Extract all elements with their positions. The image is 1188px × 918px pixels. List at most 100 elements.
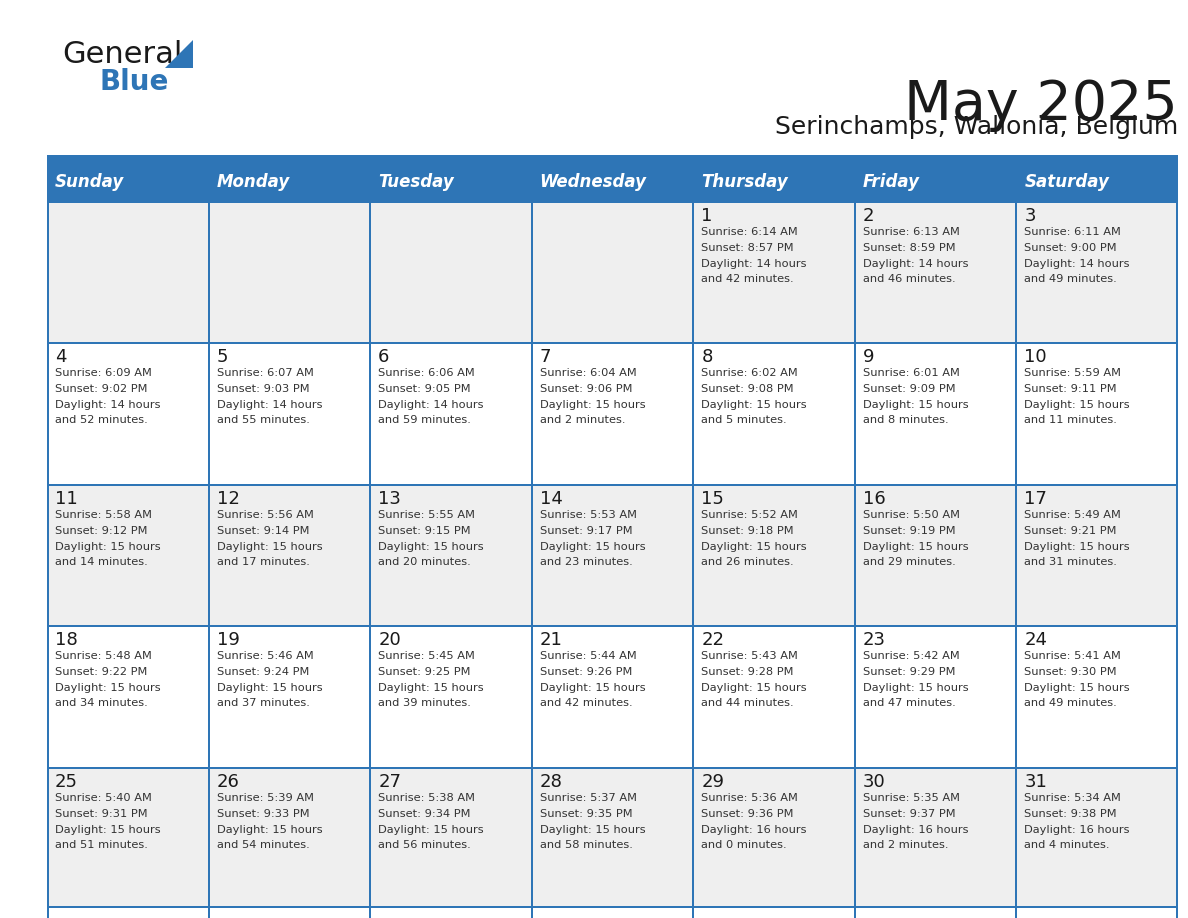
Text: 12: 12 xyxy=(216,490,240,508)
Bar xyxy=(48,163,49,918)
Text: Sunset: 9:17 PM: Sunset: 9:17 PM xyxy=(539,526,632,536)
Text: Sunset: 8:57 PM: Sunset: 8:57 PM xyxy=(701,243,794,253)
Text: Thursday: Thursday xyxy=(701,173,788,191)
Text: 3: 3 xyxy=(1024,207,1036,225)
Text: Daylight: 15 hours: Daylight: 15 hours xyxy=(862,542,968,552)
Text: Blue: Blue xyxy=(100,68,170,96)
Text: 24: 24 xyxy=(1024,632,1048,649)
Text: and 37 minutes.: and 37 minutes. xyxy=(216,699,309,708)
Text: 4: 4 xyxy=(55,349,67,366)
Text: Sunset: 9:26 PM: Sunset: 9:26 PM xyxy=(539,667,632,677)
Text: Daylight: 15 hours: Daylight: 15 hours xyxy=(862,400,968,410)
Text: Sunrise: 6:04 AM: Sunrise: 6:04 AM xyxy=(539,368,637,378)
Bar xyxy=(48,342,1178,344)
Text: May 2025: May 2025 xyxy=(904,78,1178,132)
Text: Sunset: 9:06 PM: Sunset: 9:06 PM xyxy=(539,385,632,395)
Text: and 39 minutes.: and 39 minutes. xyxy=(378,699,470,708)
Bar xyxy=(48,625,1178,627)
Text: Daylight: 14 hours: Daylight: 14 hours xyxy=(55,400,160,410)
Bar xyxy=(48,767,1178,768)
Text: and 0 minutes.: and 0 minutes. xyxy=(701,840,786,849)
Text: Daylight: 15 hours: Daylight: 15 hours xyxy=(1024,542,1130,552)
Text: Daylight: 15 hours: Daylight: 15 hours xyxy=(1024,683,1130,693)
Text: Sunrise: 5:56 AM: Sunrise: 5:56 AM xyxy=(216,509,314,520)
Text: 20: 20 xyxy=(378,632,400,649)
Text: Wednesday: Wednesday xyxy=(539,173,646,191)
Text: and 46 minutes.: and 46 minutes. xyxy=(862,274,955,284)
Bar xyxy=(48,767,1178,908)
Text: 7: 7 xyxy=(539,349,551,366)
Text: Sunrise: 5:37 AM: Sunrise: 5:37 AM xyxy=(539,792,637,802)
Text: Sunrise: 5:38 AM: Sunrise: 5:38 AM xyxy=(378,792,475,802)
Text: Sunset: 8:59 PM: Sunset: 8:59 PM xyxy=(862,243,955,253)
Text: Sunrise: 5:45 AM: Sunrise: 5:45 AM xyxy=(378,651,475,661)
Text: and 11 minutes.: and 11 minutes. xyxy=(1024,416,1117,425)
Text: Sunset: 9:34 PM: Sunset: 9:34 PM xyxy=(378,809,470,819)
Text: Sunset: 9:35 PM: Sunset: 9:35 PM xyxy=(539,809,632,819)
Text: Sunrise: 5:48 AM: Sunrise: 5:48 AM xyxy=(55,651,152,661)
Text: and 54 minutes.: and 54 minutes. xyxy=(216,840,309,849)
Text: General: General xyxy=(62,40,183,69)
Text: Sunset: 9:36 PM: Sunset: 9:36 PM xyxy=(701,809,794,819)
Text: Daylight: 16 hours: Daylight: 16 hours xyxy=(1024,824,1130,834)
Text: Sunrise: 5:35 AM: Sunrise: 5:35 AM xyxy=(862,792,960,802)
Text: and 58 minutes.: and 58 minutes. xyxy=(539,840,632,849)
Text: Daylight: 15 hours: Daylight: 15 hours xyxy=(701,542,807,552)
Text: 6: 6 xyxy=(378,349,390,366)
Text: Sunset: 9:15 PM: Sunset: 9:15 PM xyxy=(378,526,470,536)
Text: Sunrise: 5:58 AM: Sunrise: 5:58 AM xyxy=(55,509,152,520)
Text: 15: 15 xyxy=(701,490,725,508)
Text: Sunset: 9:38 PM: Sunset: 9:38 PM xyxy=(1024,809,1117,819)
Text: Sunrise: 6:09 AM: Sunrise: 6:09 AM xyxy=(55,368,152,378)
Text: and 47 minutes.: and 47 minutes. xyxy=(862,699,955,708)
Text: Sunday: Sunday xyxy=(55,173,125,191)
Text: 11: 11 xyxy=(55,490,77,508)
Text: Daylight: 14 hours: Daylight: 14 hours xyxy=(1024,259,1130,269)
Text: Saturday: Saturday xyxy=(1024,173,1110,191)
Text: Daylight: 15 hours: Daylight: 15 hours xyxy=(55,824,160,834)
Bar xyxy=(48,342,1178,484)
Text: Sunrise: 5:41 AM: Sunrise: 5:41 AM xyxy=(1024,651,1121,661)
Text: 9: 9 xyxy=(862,349,874,366)
Text: 30: 30 xyxy=(862,773,885,790)
Text: and 51 minutes.: and 51 minutes. xyxy=(55,840,147,849)
Bar xyxy=(48,155,1178,163)
Polygon shape xyxy=(165,40,192,68)
Text: 14: 14 xyxy=(539,490,563,508)
Text: and 31 minutes.: and 31 minutes. xyxy=(1024,557,1117,566)
Text: Daylight: 14 hours: Daylight: 14 hours xyxy=(216,400,322,410)
Text: Sunrise: 6:07 AM: Sunrise: 6:07 AM xyxy=(216,368,314,378)
Text: Sunset: 9:25 PM: Sunset: 9:25 PM xyxy=(378,667,470,677)
Text: and 17 minutes.: and 17 minutes. xyxy=(216,557,309,566)
Text: Sunrise: 5:52 AM: Sunrise: 5:52 AM xyxy=(701,509,798,520)
Text: and 49 minutes.: and 49 minutes. xyxy=(1024,274,1117,284)
Text: Sunrise: 6:14 AM: Sunrise: 6:14 AM xyxy=(701,227,798,237)
Bar xyxy=(48,484,1178,625)
Bar xyxy=(48,163,1178,201)
Text: 19: 19 xyxy=(216,632,240,649)
Text: Sunset: 9:31 PM: Sunset: 9:31 PM xyxy=(55,809,147,819)
Text: Sunset: 9:37 PM: Sunset: 9:37 PM xyxy=(862,809,955,819)
Text: Sunset: 9:28 PM: Sunset: 9:28 PM xyxy=(701,667,794,677)
Text: Sunrise: 5:46 AM: Sunrise: 5:46 AM xyxy=(216,651,314,661)
Text: Daylight: 15 hours: Daylight: 15 hours xyxy=(1024,400,1130,410)
Text: and 42 minutes.: and 42 minutes. xyxy=(539,699,632,708)
Text: 27: 27 xyxy=(378,773,402,790)
Text: 17: 17 xyxy=(1024,490,1048,508)
Text: 31: 31 xyxy=(1024,773,1048,790)
Text: and 56 minutes.: and 56 minutes. xyxy=(378,840,470,849)
Text: Daylight: 16 hours: Daylight: 16 hours xyxy=(701,824,807,834)
Text: Sunrise: 5:50 AM: Sunrise: 5:50 AM xyxy=(862,509,960,520)
Text: Sunrise: 5:59 AM: Sunrise: 5:59 AM xyxy=(1024,368,1121,378)
Text: Daylight: 15 hours: Daylight: 15 hours xyxy=(216,683,322,693)
Text: 22: 22 xyxy=(701,632,725,649)
Text: 21: 21 xyxy=(539,632,563,649)
Text: Sunset: 9:11 PM: Sunset: 9:11 PM xyxy=(1024,385,1117,395)
Text: and 8 minutes.: and 8 minutes. xyxy=(862,416,948,425)
Text: Sunset: 9:30 PM: Sunset: 9:30 PM xyxy=(1024,667,1117,677)
Text: Daylight: 15 hours: Daylight: 15 hours xyxy=(378,683,484,693)
Text: 10: 10 xyxy=(1024,349,1047,366)
Text: Daylight: 14 hours: Daylight: 14 hours xyxy=(378,400,484,410)
Text: Sunset: 9:22 PM: Sunset: 9:22 PM xyxy=(55,667,147,677)
Text: Daylight: 15 hours: Daylight: 15 hours xyxy=(862,683,968,693)
